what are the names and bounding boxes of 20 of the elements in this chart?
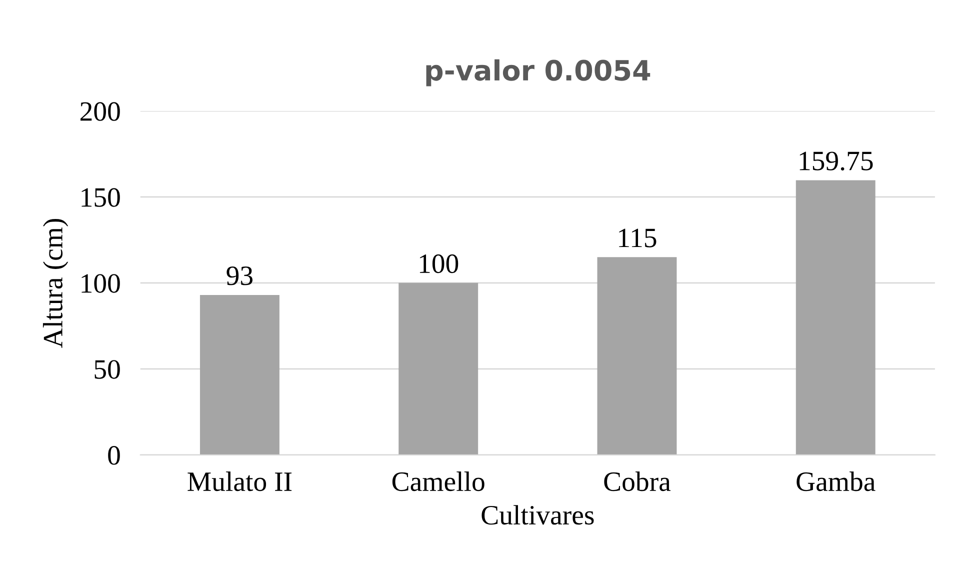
x-tick-label: Cobra [604,472,671,492]
x-tick-label: Camello [392,472,484,492]
data-label: 159.75 [800,152,873,170]
data-label: 115 [619,228,656,248]
y-tick-label: 0 [108,446,120,465]
y-tick-label: 150 [82,188,120,207]
bar [796,180,876,455]
bar [398,282,478,455]
bar [200,294,280,455]
y-tick-label: 200 [80,102,120,121]
bar [597,257,677,455]
chart-title: p-valor 0.0054 [426,59,650,86]
y-tick-label: 100 [82,274,120,293]
x-tick-label: Mulato II [188,472,292,492]
data-label: 93 [226,266,253,286]
x-tick-label: Gamba [796,472,876,492]
y-axis-title: Altura (cm) [42,218,68,348]
y-tick-label: 50 [94,360,120,379]
data-label: 100 [420,254,458,274]
x-axis-title: Cultivares [482,505,594,525]
